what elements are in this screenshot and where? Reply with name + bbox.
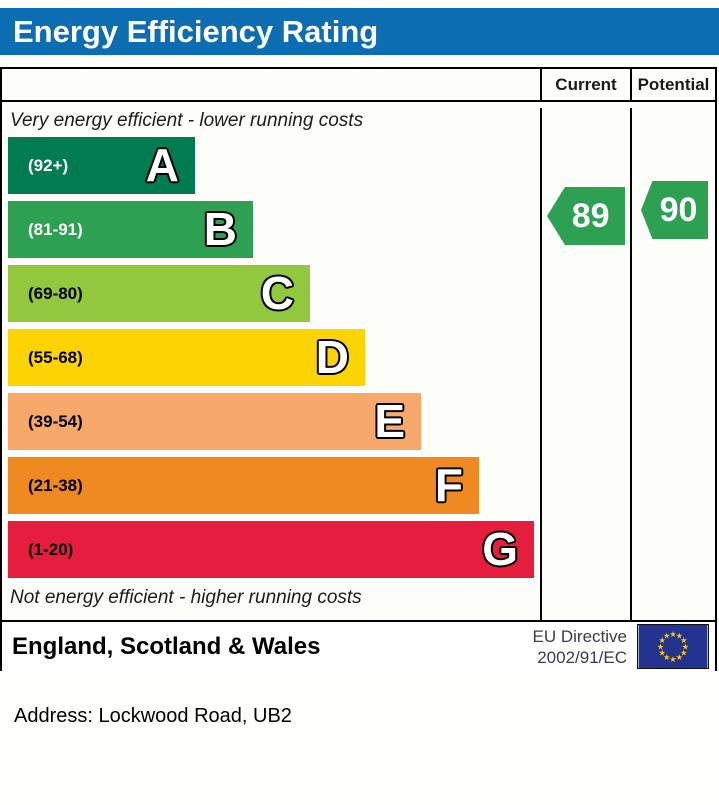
potential-column	[630, 108, 715, 620]
current-column	[540, 108, 630, 620]
eu-directive-line1: EU Directive	[532, 626, 627, 646]
band-row-c: (69-80) C	[8, 265, 310, 322]
band-letter: B	[203, 203, 237, 255]
potential-column-header: Potential	[630, 69, 715, 100]
bottom-note: Not energy efficient - higher running co…	[10, 587, 362, 608]
potential-rating-pointer: 90	[641, 181, 708, 239]
title-bar: Energy Efficiency Rating	[0, 8, 719, 55]
band-letter: G	[482, 523, 518, 575]
region-label: England, Scotland & Wales	[12, 632, 321, 660]
potential-rating-value: 90	[659, 190, 698, 229]
eu-directive-line2: 2002/91/EC	[537, 647, 627, 667]
svg-text:★: ★	[680, 635, 687, 645]
band-range-label: (92+)	[28, 155, 69, 175]
table-header-row: Current Potential	[2, 69, 715, 102]
svg-text:★: ★	[663, 631, 670, 641]
svg-text:★: ★	[680, 648, 687, 658]
band-letter: A	[145, 139, 179, 191]
eu-flag-icon: ★ ★ ★ ★ ★ ★ ★ ★ ★ ★ ★ ★	[637, 624, 709, 669]
band-letter: E	[374, 395, 405, 447]
top-note: Very energy efficient - lower running co…	[10, 110, 364, 131]
rating-table: Current Potential Very energy efficient …	[0, 67, 717, 671]
band-range-label: (55-68)	[28, 347, 83, 367]
page-title: Energy Efficiency Rating	[13, 13, 379, 49]
band-letter: D	[315, 331, 349, 383]
band-range-label: (81-91)	[28, 219, 83, 239]
band-range-label: (39-54)	[28, 411, 83, 431]
svg-text:★: ★	[669, 629, 676, 639]
band-row-e: (39-54) E	[8, 393, 421, 450]
rating-chart-area: Very energy efficient - lower running co…	[2, 108, 715, 622]
svg-text:★: ★	[659, 648, 666, 658]
address-line: Address: Lockwood Road, UB2	[14, 705, 292, 727]
svg-text:★: ★	[669, 654, 676, 664]
svg-text:★: ★	[659, 635, 666, 645]
current-rating-pointer: 89	[547, 187, 625, 245]
directive-group: EU Directive 2002/91/EC ★ ★ ★ ★ ★ ★ ★ ★ …	[533, 624, 709, 669]
band-row-f: (21-38) F	[8, 457, 479, 514]
band-letter: F	[434, 459, 463, 511]
svg-text:★: ★	[657, 641, 664, 651]
band-row-d: (55-68) D	[8, 329, 365, 386]
band-range-label: (1-20)	[28, 539, 74, 559]
svg-text:★: ★	[682, 641, 689, 651]
current-column-header: Current	[540, 69, 630, 100]
svg-text:★: ★	[676, 652, 683, 662]
band-letter: C	[260, 267, 294, 319]
band-row-g: (1-20) G	[8, 521, 534, 578]
svg-text:★: ★	[676, 631, 683, 641]
band-list: (92+) A (81-91) B (69-80) C (55-68) D	[8, 137, 540, 578]
band-range-label: (21-38)	[28, 475, 83, 495]
svg-text:★: ★	[663, 652, 670, 662]
band-range-label: (69-80)	[28, 283, 83, 303]
band-chart: Very energy efficient - lower running co…	[2, 108, 540, 610]
band-row-a: (92+) A	[8, 137, 195, 194]
table-footer-row: England, Scotland & Wales EU Directive 2…	[2, 622, 715, 671]
current-rating-value: 89	[571, 196, 610, 235]
band-row-b: (81-91) B	[8, 201, 253, 258]
eu-directive-label: EU Directive 2002/91/EC	[533, 626, 627, 668]
